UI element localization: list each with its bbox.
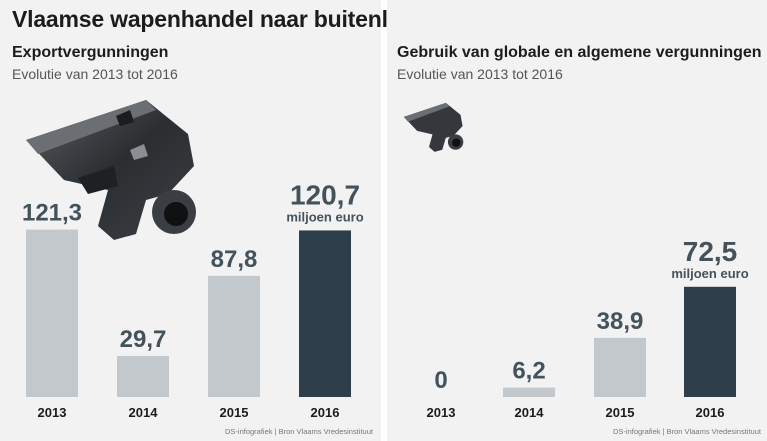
left-panel: Vlaamse wapenhandel naar buitenland Expo…: [0, 0, 428, 441]
bar-2016: [684, 286, 736, 397]
chart-title-right: Gebruik van globale en algemene vergunni…: [397, 44, 762, 61]
category-label-2015: 2015: [606, 405, 635, 420]
pistol-image-large: [26, 100, 196, 240]
value-label-2013: 0: [434, 367, 447, 394]
chart-subtitle-left: Evolutie van 2013 tot 2016: [12, 66, 178, 82]
unit-label: miljoen euro: [286, 209, 363, 224]
bar-2015: [208, 275, 260, 397]
unit-label: miljoen euro: [671, 266, 748, 281]
source-right: DS-infografiek | Bron Vlaams Vredesinsti…: [613, 427, 761, 436]
source-left: DS-infografiek | Bron Vlaams Vredesinsti…: [225, 427, 373, 436]
value-label-2014: 29,7: [120, 326, 167, 353]
value-label-2015: 38,9: [597, 308, 644, 335]
right-panel: Gebruik van globale en algemene vergunni…: [387, 0, 767, 441]
bar-2016: [299, 230, 351, 397]
chart-title-left: Exportvergunningen: [12, 44, 169, 61]
category-label-2015: 2015: [220, 405, 249, 420]
category-label-2014: 2014: [515, 405, 545, 420]
headline: Vlaamse wapenhandel naar buitenland: [12, 6, 429, 32]
category-label-2013: 2013: [38, 405, 67, 420]
category-label-2013: 2013: [427, 405, 456, 420]
value-label-2014: 6,2: [512, 358, 545, 385]
value-label-2013: 121,3: [22, 200, 82, 227]
value-label-2016: 120,7: [290, 179, 360, 210]
bar-2014: [117, 356, 169, 397]
category-label-2014: 2014: [129, 405, 159, 420]
value-label-2016: 72,5: [683, 236, 738, 267]
value-label-2015: 87,8: [211, 246, 258, 273]
bar-2013: [26, 229, 78, 397]
chart-subtitle-right: Evolutie van 2013 tot 2016: [397, 66, 563, 82]
category-label-2016: 2016: [311, 405, 340, 420]
category-label-2016: 2016: [696, 405, 725, 420]
bar-2015: [594, 337, 646, 397]
pistol-image-small: [403, 102, 464, 152]
bar-2014: [503, 387, 555, 397]
